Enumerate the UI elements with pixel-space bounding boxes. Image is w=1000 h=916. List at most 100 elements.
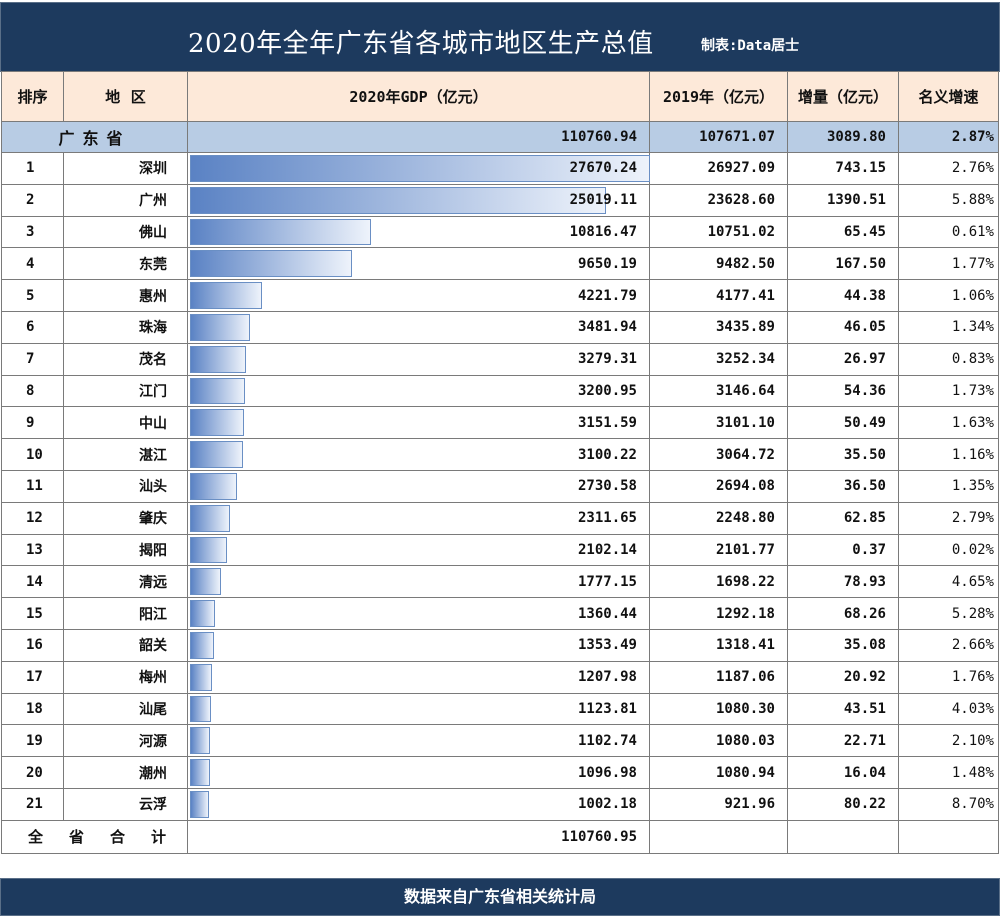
rank-cell[interactable]: 11 xyxy=(1,469,64,503)
city-cell[interactable]: 云浮 xyxy=(63,787,188,821)
gdp2019-cell[interactable]: 3252.34 xyxy=(649,342,788,376)
increase-cell[interactable]: 1390.51 xyxy=(787,183,899,217)
growth-cell[interactable]: 2.10% xyxy=(898,724,999,758)
increase-cell[interactable]: 35.08 xyxy=(787,628,899,662)
city-cell[interactable]: 惠州 xyxy=(63,279,188,312)
rank-cell[interactable]: 19 xyxy=(1,724,64,758)
growth-cell[interactable]: 0.61% xyxy=(898,215,999,249)
increase-cell[interactable]: 65.45 xyxy=(787,215,899,249)
growth-cell[interactable]: 1.48% xyxy=(898,756,999,789)
growth-cell[interactable]: 0.02% xyxy=(898,533,999,567)
gdp2019-cell[interactable]: 1698.22 xyxy=(649,565,788,599)
rank-cell[interactable]: 9 xyxy=(1,406,64,440)
rank-cell[interactable]: 16 xyxy=(1,628,64,662)
rank-cell[interactable]: 10 xyxy=(1,438,64,471)
province-gdp2019[interactable]: 107671.07 xyxy=(649,121,788,153)
increase-cell[interactable]: 743.15 xyxy=(787,152,899,185)
gdp2019-cell[interactable]: 1080.30 xyxy=(649,692,788,726)
gdp2020-cell[interactable]: 25019.11 xyxy=(187,183,650,217)
total-growth-empty[interactable] xyxy=(898,819,999,854)
growth-cell[interactable]: 4.65% xyxy=(898,565,999,599)
province-growth[interactable]: 2.87% xyxy=(898,121,999,153)
increase-cell[interactable]: 50.49 xyxy=(787,406,899,440)
city-cell[interactable]: 梅州 xyxy=(63,660,188,694)
total-gdp2019-empty[interactable] xyxy=(649,819,788,854)
rank-cell[interactable]: 13 xyxy=(1,533,64,567)
gdp2020-cell[interactable]: 1207.98 xyxy=(187,660,650,694)
gdp2020-cell[interactable]: 1353.49 xyxy=(187,628,650,662)
city-cell[interactable]: 佛山 xyxy=(63,215,188,249)
rank-cell[interactable]: 18 xyxy=(1,692,64,726)
gdp2020-cell[interactable]: 3100.22 xyxy=(187,438,650,471)
gdp2020-cell[interactable]: 3200.95 xyxy=(187,374,650,408)
gdp2020-cell[interactable]: 2730.58 xyxy=(187,469,650,503)
city-cell[interactable]: 东莞 xyxy=(63,247,188,281)
city-cell[interactable]: 中山 xyxy=(63,406,188,440)
growth-cell[interactable]: 1.76% xyxy=(898,660,999,694)
increase-cell[interactable]: 46.05 xyxy=(787,310,899,344)
growth-cell[interactable]: 1.63% xyxy=(898,406,999,440)
gdp2019-cell[interactable]: 9482.50 xyxy=(649,247,788,281)
increase-cell[interactable]: 62.85 xyxy=(787,501,899,535)
city-cell[interactable]: 汕头 xyxy=(63,469,188,503)
increase-cell[interactable]: 16.04 xyxy=(787,756,899,789)
gdp2020-cell[interactable]: 1123.81 xyxy=(187,692,650,726)
rank-cell[interactable]: 14 xyxy=(1,565,64,599)
growth-cell[interactable]: 1.73% xyxy=(898,374,999,408)
rank-cell[interactable]: 20 xyxy=(1,756,64,789)
city-cell[interactable]: 湛江 xyxy=(63,438,188,471)
gdp2019-cell[interactable]: 23628.60 xyxy=(649,183,788,217)
gdp2020-cell[interactable]: 1002.18 xyxy=(187,787,650,821)
city-cell[interactable]: 汕尾 xyxy=(63,692,188,726)
total-increase-empty[interactable] xyxy=(787,819,899,854)
increase-cell[interactable]: 44.38 xyxy=(787,279,899,312)
city-cell[interactable]: 珠海 xyxy=(63,310,188,344)
growth-cell[interactable]: 1.77% xyxy=(898,247,999,281)
growth-cell[interactable]: 2.79% xyxy=(898,501,999,535)
gdp2020-cell[interactable]: 2102.14 xyxy=(187,533,650,567)
city-cell[interactable]: 广州 xyxy=(63,183,188,217)
rank-cell[interactable]: 17 xyxy=(1,660,64,694)
rank-cell[interactable]: 6 xyxy=(1,310,64,344)
city-cell[interactable]: 河源 xyxy=(63,724,188,758)
gdp2020-cell[interactable]: 10816.47 xyxy=(187,215,650,249)
header-gdp2019[interactable]: 2019年（亿元） xyxy=(649,71,788,122)
increase-cell[interactable]: 20.92 xyxy=(787,660,899,694)
gdp2019-cell[interactable]: 4177.41 xyxy=(649,279,788,312)
gdp2020-cell[interactable]: 3279.31 xyxy=(187,342,650,376)
header-rank[interactable]: 排序 xyxy=(1,71,64,122)
gdp2019-cell[interactable]: 3064.72 xyxy=(649,438,788,471)
increase-cell[interactable]: 80.22 xyxy=(787,787,899,821)
province-gdp2020[interactable]: 110760.94 xyxy=(187,121,650,153)
increase-cell[interactable]: 54.36 xyxy=(787,374,899,408)
growth-cell[interactable]: 1.06% xyxy=(898,279,999,312)
increase-cell[interactable]: 167.50 xyxy=(787,247,899,281)
rank-cell[interactable]: 8 xyxy=(1,374,64,408)
growth-cell[interactable]: 5.28% xyxy=(898,597,999,630)
increase-cell[interactable]: 68.26 xyxy=(787,597,899,630)
city-cell[interactable]: 江门 xyxy=(63,374,188,408)
increase-cell[interactable]: 26.97 xyxy=(787,342,899,376)
growth-cell[interactable]: 8.70% xyxy=(898,787,999,821)
gdp2019-cell[interactable]: 2248.80 xyxy=(649,501,788,535)
total-label[interactable]: 全省合计 xyxy=(1,819,188,854)
rank-cell[interactable]: 1 xyxy=(1,152,64,185)
gdp2020-cell[interactable]: 1777.15 xyxy=(187,565,650,599)
growth-cell[interactable]: 1.16% xyxy=(898,438,999,471)
increase-cell[interactable]: 43.51 xyxy=(787,692,899,726)
gdp2019-cell[interactable]: 3101.10 xyxy=(649,406,788,440)
increase-cell[interactable]: 22.71 xyxy=(787,724,899,758)
growth-cell[interactable]: 2.66% xyxy=(898,628,999,662)
gdp2019-cell[interactable]: 2694.08 xyxy=(649,469,788,503)
gdp2019-cell[interactable]: 3146.64 xyxy=(649,374,788,408)
header-region[interactable]: 地 区 xyxy=(63,71,188,122)
gdp2019-cell[interactable]: 1080.94 xyxy=(649,756,788,789)
increase-cell[interactable]: 35.50 xyxy=(787,438,899,471)
city-cell[interactable]: 阳江 xyxy=(63,597,188,630)
gdp2020-cell[interactable]: 9650.19 xyxy=(187,247,650,281)
gdp2020-cell[interactable]: 4221.79 xyxy=(187,279,650,312)
gdp2019-cell[interactable]: 1187.06 xyxy=(649,660,788,694)
header-growth[interactable]: 名义增速 xyxy=(898,71,999,122)
total-gdp2020[interactable]: 110760.95 xyxy=(187,819,650,854)
gdp2020-cell[interactable]: 3481.94 xyxy=(187,310,650,344)
